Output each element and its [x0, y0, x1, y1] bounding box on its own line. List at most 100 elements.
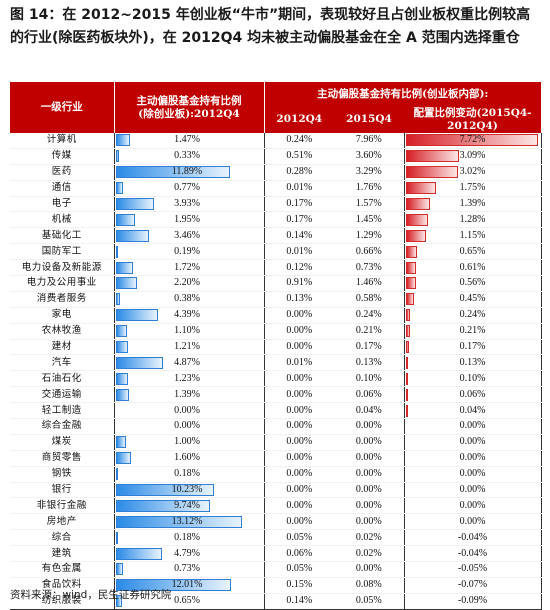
holding-cell: 10.23%	[113, 482, 264, 499]
change-value: -0.05%	[457, 563, 488, 575]
change-bar	[405, 325, 410, 338]
q2015-cell: 0.02%	[334, 545, 404, 563]
header-holding-sub: (除创业板):2012Q4	[138, 107, 240, 120]
holding-bar	[115, 372, 128, 385]
change-cell: -0.05%	[403, 561, 542, 578]
holding-value: 4.79%	[174, 547, 200, 559]
change-cell: 0.10%	[403, 370, 542, 388]
q2015-cell: 0.66%	[334, 243, 404, 261]
industry-cell: 家电	[10, 307, 114, 324]
holding-cell: 0.00%	[113, 402, 264, 420]
change-value: -0.04%	[457, 547, 488, 559]
table-row: 食品饮料 12.01% 0.15% 0.08% -0.07%	[10, 577, 542, 594]
table-row: 银行 10.23% 0.00% 0.00% 0.00%	[10, 482, 542, 499]
q2012-cell: 0.17%	[263, 211, 334, 229]
holding-value: 11.89%	[171, 166, 203, 178]
q2012-cell: 0.00%	[263, 370, 334, 388]
holding-bar	[115, 166, 230, 179]
q2015-cell: 0.00%	[334, 434, 404, 451]
holding-bar	[115, 547, 162, 560]
q2012-cell: 0.00%	[263, 434, 334, 451]
holding-value: 3.46%	[174, 229, 200, 241]
table-row: 机械 1.95% 0.17% 1.45% 1.28%	[10, 211, 542, 229]
holding-value: 2.20%	[174, 277, 200, 289]
q2015-cell: 0.17%	[334, 339, 404, 356]
holding-cell: 1.95%	[113, 211, 264, 229]
industry-cell: 综合	[10, 529, 114, 547]
holding-bar	[115, 499, 210, 512]
change-value: 0.56%	[459, 277, 486, 289]
holding-value: 0.38%	[174, 293, 200, 305]
change-bar	[405, 198, 430, 210]
change-bar	[405, 245, 417, 258]
q2012-cell: 0.00%	[263, 386, 334, 404]
holding-cell: 1.00%	[113, 434, 264, 451]
industry-cell: 交通运输	[10, 386, 114, 404]
industry-cell: 基础化工	[10, 227, 114, 245]
header-change-title: 配置比例变动(2015Q4-	[413, 106, 532, 119]
q2012-cell: 0.00%	[263, 339, 334, 356]
change-value: 0.45%	[459, 293, 486, 305]
industry-cell: 机械	[10, 211, 114, 229]
q2012-cell: 0.00%	[263, 307, 334, 324]
holding-bar	[115, 309, 158, 322]
holding-bar	[115, 198, 154, 210]
q2015-cell: 0.10%	[334, 370, 404, 388]
q2012-cell: 0.01%	[263, 354, 334, 372]
holding-value: 1.39%	[174, 388, 200, 400]
q2015-cell: 0.00%	[334, 450, 404, 467]
holding-value: 4.39%	[174, 309, 200, 321]
q2015-cell: 0.04%	[334, 402, 404, 420]
industry-cell: 汽车	[10, 354, 114, 372]
table-row: 商贸零售 1.60% 0.00% 0.00% 0.00%	[10, 450, 542, 467]
holding-bar	[115, 468, 118, 481]
q2015-cell: 0.13%	[334, 354, 404, 372]
q2015-cell: 0.00%	[334, 497, 404, 515]
holding-bar	[115, 341, 128, 354]
holding-value: 0.73%	[174, 563, 200, 575]
holding-value: 0.65%	[174, 595, 200, 607]
change-value: 0.61%	[459, 261, 486, 273]
q2012-cell: 0.14%	[263, 227, 334, 245]
q2015-cell: 0.00%	[334, 418, 404, 435]
holding-bar	[115, 245, 118, 258]
table-body: 计算机 1.47% 0.24% 7.96% 7.72% 传媒 0.33% 0.51% 3.60%…	[10, 133, 542, 610]
q2012-cell: 0.15%	[263, 577, 334, 594]
holding-bar	[115, 293, 120, 306]
q2012-cell: 0.00%	[263, 450, 334, 467]
holding-bar	[115, 484, 214, 497]
holding-cell: 4.39%	[113, 307, 264, 324]
q2012-cell: 0.06%	[263, 545, 334, 563]
table-row: 传媒 0.33% 0.51% 3.60% 3.09%	[10, 148, 542, 165]
industry-cell: 电子	[10, 196, 114, 213]
change-bar	[405, 229, 426, 242]
change-bar	[405, 182, 436, 195]
holding-cell: 0.33%	[113, 148, 264, 165]
industry-cell: 银行	[10, 482, 114, 499]
change-value: 7.72%	[459, 134, 486, 146]
q2015-cell: 0.06%	[334, 386, 404, 404]
change-value: 0.06%	[459, 388, 486, 400]
industry-cell: 石油石化	[10, 370, 114, 388]
industry-cell: 综合金融	[10, 418, 114, 435]
holding-bar	[115, 356, 163, 369]
change-value: 0.17%	[459, 341, 486, 353]
holding-cell: 0.73%	[113, 561, 264, 578]
change-bar	[405, 356, 408, 369]
change-cell: 0.00%	[403, 482, 542, 499]
q2012-cell: 0.28%	[263, 164, 334, 181]
header-industry: 一级行业	[10, 82, 114, 133]
industry-cell: 商贸零售	[10, 450, 114, 467]
holding-value: 13.12%	[171, 515, 203, 527]
table-row: 计算机 1.47% 0.24% 7.96% 7.72%	[10, 133, 542, 149]
change-value: 0.00%	[459, 452, 486, 464]
q2015-cell: 0.00%	[334, 482, 404, 499]
q2015-cell: 1.45%	[334, 211, 404, 229]
industry-cell: 计算机	[10, 133, 114, 149]
industry-cell: 煤炭	[10, 434, 114, 451]
change-value: 0.24%	[459, 309, 486, 321]
change-value: 1.28%	[459, 213, 486, 225]
holding-cell: 1.72%	[113, 259, 264, 277]
holding-cell: 13.12%	[113, 513, 264, 531]
change-value: 0.10%	[459, 372, 486, 384]
